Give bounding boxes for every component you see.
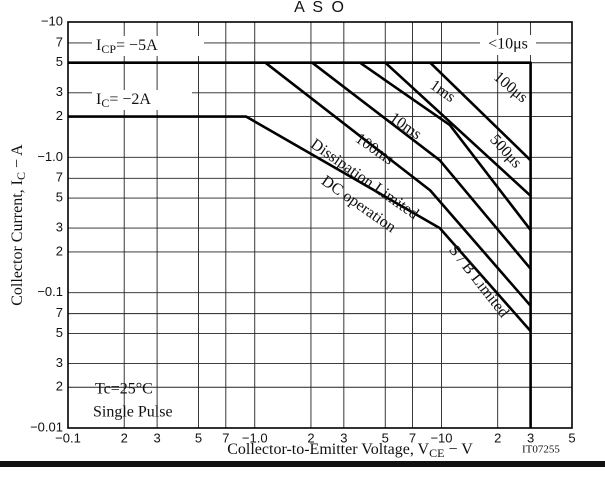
y-tick-label: 7 [56, 305, 63, 320]
y-axis-label: Collector Current, IC − A [9, 144, 28, 306]
y-tick-label: 7 [56, 170, 63, 185]
annotation-rest: = −2A [109, 91, 151, 108]
x-tick-label: −1.0 [242, 430, 268, 445]
series-line [311, 61, 532, 270]
series-label: 10ms [386, 109, 424, 143]
x-tick-label: 2 [121, 430, 128, 445]
series-label: <10μs [488, 36, 528, 53]
y-tick-label: −0.1 [37, 284, 63, 299]
y-tick-label: 2 [56, 108, 63, 123]
x-tick-label: 3 [340, 430, 347, 445]
series-label: 100ms [352, 130, 397, 168]
x-tick-label: 5 [568, 430, 575, 445]
series-line [359, 61, 532, 231]
x-tick-label: 3 [527, 430, 534, 445]
y-tick-label: 5 [56, 190, 63, 205]
series-label: 500μs [486, 131, 525, 171]
annotation: ICP= −5A [96, 37, 158, 56]
series-label: 100μs [490, 68, 531, 106]
y-tick-label: 7 [56, 34, 63, 49]
x-axis-label: Collector-to-Emitter Voltage, VCE − V [227, 441, 473, 460]
series-label: 1ms [427, 77, 459, 106]
x-tick-label: 5 [195, 430, 202, 445]
y-tick-label: 3 [56, 84, 63, 99]
bottom-rule [0, 461, 605, 467]
annotation: S / B Limited [445, 242, 512, 321]
x-tick-label: 7 [222, 430, 229, 445]
x-axis-label-sub: CE [429, 446, 444, 460]
annotation-sub: CP [101, 42, 116, 56]
y-axis-label-sub: C [14, 172, 28, 180]
y-tick-label: 5 [56, 325, 63, 340]
x-tick-label: 2 [307, 430, 314, 445]
annotation: Tc=25°C [95, 381, 153, 398]
series-line [384, 61, 532, 197]
annotation: Single Pulse [93, 404, 173, 421]
y-tick-label: −1.0 [37, 149, 63, 164]
label-bg [480, 35, 536, 55]
x-axis-label-main: Collector-to-Emitter Voltage, V [227, 441, 429, 458]
series-line [68, 115, 532, 332]
y-tick-label: 2 [56, 379, 63, 394]
plot-frame [67, 21, 573, 429]
annotation-main: I [96, 91, 101, 108]
x-axis-label-rest: − V [444, 441, 473, 458]
annotation: IC= −2A [96, 91, 151, 110]
annotation-main: I [96, 37, 101, 54]
x-tick-label: 5 [382, 430, 389, 445]
label-bg [92, 90, 192, 110]
x-tick-label: 2 [494, 430, 501, 445]
y-tick-label: 2 [56, 243, 63, 258]
series-line [264, 61, 532, 307]
y-tick-label: 3 [56, 355, 63, 370]
x-tick-label: −0.1 [55, 430, 81, 445]
y-tick-label: 3 [56, 220, 63, 235]
chart-title: A S O [294, 0, 346, 16]
x-tick-label: 7 [409, 430, 416, 445]
x-tick-label: 3 [153, 430, 160, 445]
y-axis-label-rest: − A [9, 144, 26, 172]
y-axis-label-main: Collector Current, I [9, 180, 26, 306]
series-line [429, 61, 532, 162]
label-bg [92, 36, 204, 56]
y-tick-label: 5 [56, 54, 63, 69]
annotation-rest: = −5A [116, 37, 158, 54]
annotation: IT07255 [522, 444, 560, 456]
annotation-sub: C [101, 96, 109, 110]
y-tick-label: −0.01 [30, 419, 63, 434]
x-tick-label: −10 [430, 430, 452, 445]
y-tick-label: −10 [41, 13, 63, 28]
series-line [68, 61, 532, 428]
